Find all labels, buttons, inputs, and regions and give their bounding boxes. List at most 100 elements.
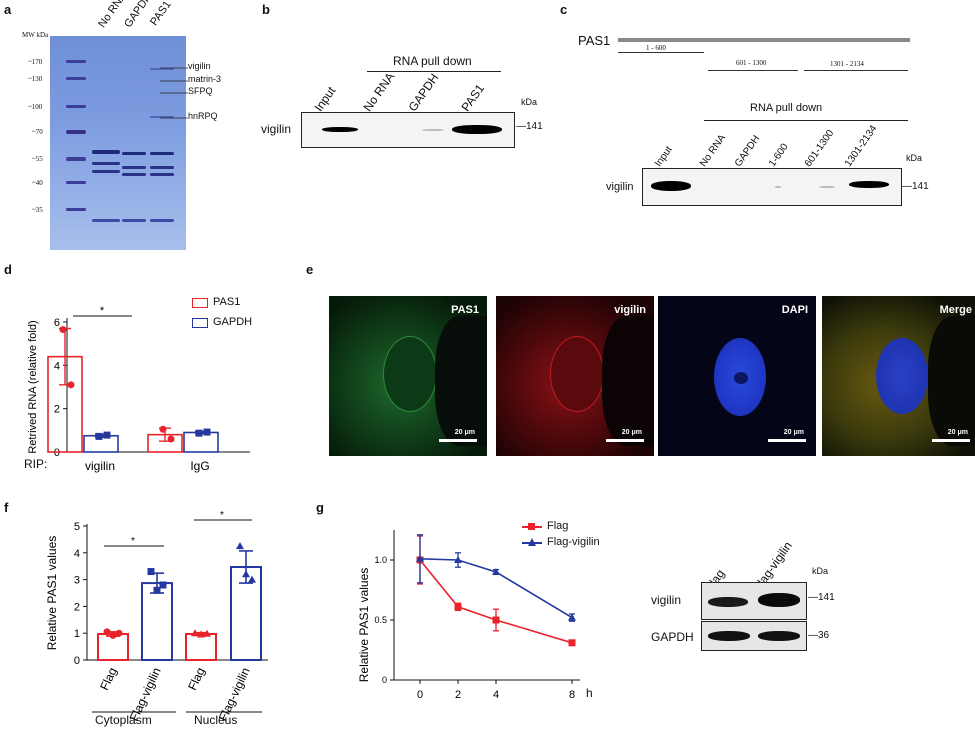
data-point bbox=[248, 575, 256, 583]
group-label-nucleus: Nucleus bbox=[194, 713, 238, 727]
series-line bbox=[419, 559, 573, 644]
legend-label: Flag bbox=[547, 520, 569, 532]
y-tick-label: 4 bbox=[54, 360, 60, 372]
x-category-label: IgG bbox=[190, 459, 209, 473]
data-point bbox=[416, 554, 424, 562]
data-point bbox=[109, 631, 117, 639]
panel-label-f: f bbox=[4, 500, 9, 515]
segment-label: 1301 - 2134 bbox=[830, 60, 864, 68]
channel-label: PAS1 bbox=[451, 304, 479, 316]
scale-bar bbox=[768, 439, 806, 442]
data-point bbox=[159, 425, 167, 433]
data-point bbox=[236, 542, 244, 550]
data-point bbox=[568, 613, 576, 621]
blot-lane-label: PAS1 bbox=[458, 81, 488, 114]
micro-dapi: DAPI 20 μm bbox=[658, 296, 816, 456]
y-tick-label: 5 bbox=[74, 521, 80, 533]
blot-size-marker: —36 bbox=[808, 630, 830, 641]
x-tick-label: 8 bbox=[569, 689, 575, 701]
micro-merge: Merge 20 μm bbox=[822, 296, 975, 456]
data-point bbox=[103, 431, 111, 439]
y-tick-label: 0 bbox=[54, 447, 60, 459]
data-point bbox=[167, 435, 175, 443]
mw-marker: ~130 bbox=[28, 75, 43, 83]
kda-label: kDa bbox=[906, 153, 923, 163]
mw-marker: ~70 bbox=[32, 128, 43, 136]
legend-label: Flag-vigilin bbox=[547, 536, 600, 548]
blot-lane-label: 601-1300 bbox=[802, 128, 837, 169]
y-axis-label: Retrived RNA (relative fold) bbox=[27, 320, 39, 453]
data-point bbox=[492, 616, 500, 624]
protein-label: matrin-3 bbox=[188, 74, 222, 84]
rip-label: RIP: bbox=[24, 457, 48, 471]
mw-marker: ~100 bbox=[28, 103, 43, 111]
blot-lane-label: 1-600 bbox=[766, 141, 791, 169]
panel-label-e: e bbox=[306, 262, 314, 277]
mw-marker: ~40 bbox=[32, 179, 43, 187]
scale-bar bbox=[932, 439, 970, 442]
protein-leader-lines bbox=[160, 67, 188, 119]
scale-bar-label: 20 μm bbox=[783, 429, 804, 436]
y-tick-label: 1 bbox=[74, 628, 80, 640]
data-point bbox=[197, 630, 205, 638]
x-category-label: Flag bbox=[185, 665, 208, 692]
legend-swatch-pas1 bbox=[192, 298, 208, 308]
gel-lane-label: GAPDH bbox=[122, 0, 155, 31]
blot-lane-label: GAPDH bbox=[732, 133, 763, 169]
data-point bbox=[454, 603, 462, 611]
data-point bbox=[153, 586, 161, 594]
data-point bbox=[103, 628, 111, 636]
significance-mark: * bbox=[220, 510, 224, 521]
group-label-cytoplasm: Cytoplasm bbox=[95, 713, 152, 727]
scale-bar bbox=[606, 439, 644, 442]
coomassie-gel bbox=[50, 36, 186, 250]
mw-marker: ~170 bbox=[28, 58, 43, 66]
pulldown-header: RNA pull down bbox=[750, 102, 823, 114]
mw-header: MW kDa bbox=[22, 31, 49, 39]
blot-row-label: GAPDH bbox=[651, 630, 694, 644]
bar bbox=[141, 582, 173, 661]
y-tick-label: 0.5 bbox=[374, 615, 387, 625]
scale-bar bbox=[439, 439, 477, 442]
data-point bbox=[492, 568, 500, 575]
y-tick-label: 2 bbox=[74, 601, 80, 613]
square-marker-icon bbox=[528, 523, 535, 530]
blot-size-marker: —141 bbox=[808, 592, 835, 603]
micro-vigilin: vigilin 20 μm bbox=[496, 296, 654, 456]
segment-label: 1 - 600 bbox=[646, 44, 666, 52]
blot-size-marker: —141 bbox=[516, 121, 543, 132]
pulldown-bracket bbox=[367, 71, 501, 72]
x-unit-label: h bbox=[586, 686, 593, 700]
kda-label: kDa bbox=[521, 97, 538, 107]
protein-label: SFPQ bbox=[188, 86, 213, 96]
panel-label-g: g bbox=[316, 500, 324, 515]
blot-lane-label: No RNA bbox=[360, 69, 398, 114]
data-point bbox=[195, 429, 203, 437]
gel-lane-label: PAS1 bbox=[148, 0, 174, 29]
gapdh-blot bbox=[701, 621, 807, 651]
data-point bbox=[59, 326, 67, 334]
x-category-label: Flag bbox=[97, 665, 120, 692]
x-tick-label: 2 bbox=[455, 689, 461, 701]
data-point bbox=[159, 581, 167, 589]
y-tick-label: 6 bbox=[54, 317, 60, 329]
blot-lane-label: No RNA bbox=[697, 132, 729, 169]
panel-label-c: c bbox=[560, 2, 568, 17]
y-tick-label: 2 bbox=[54, 404, 60, 416]
protein-label: vigilin bbox=[188, 61, 211, 71]
blot-lane-label: 1301-2134 bbox=[842, 123, 880, 169]
blot-lane-label: Input bbox=[652, 144, 675, 169]
micro-pas1: PAS1 20 μm bbox=[329, 296, 487, 456]
significance-mark: * bbox=[131, 536, 135, 547]
mw-marker: ~55 bbox=[32, 155, 43, 163]
scale-bar-label: 20 μm bbox=[947, 429, 968, 436]
blot-row-label: vigilin bbox=[261, 122, 292, 136]
data-point bbox=[115, 629, 123, 637]
data-point bbox=[203, 629, 211, 637]
legend-swatch-gapdh bbox=[192, 318, 208, 328]
x-tick-label: 4 bbox=[493, 689, 499, 701]
kda-label: kDa bbox=[812, 566, 829, 576]
y-axis-label: Relative PAS1 values bbox=[45, 536, 59, 651]
bar bbox=[185, 633, 217, 661]
